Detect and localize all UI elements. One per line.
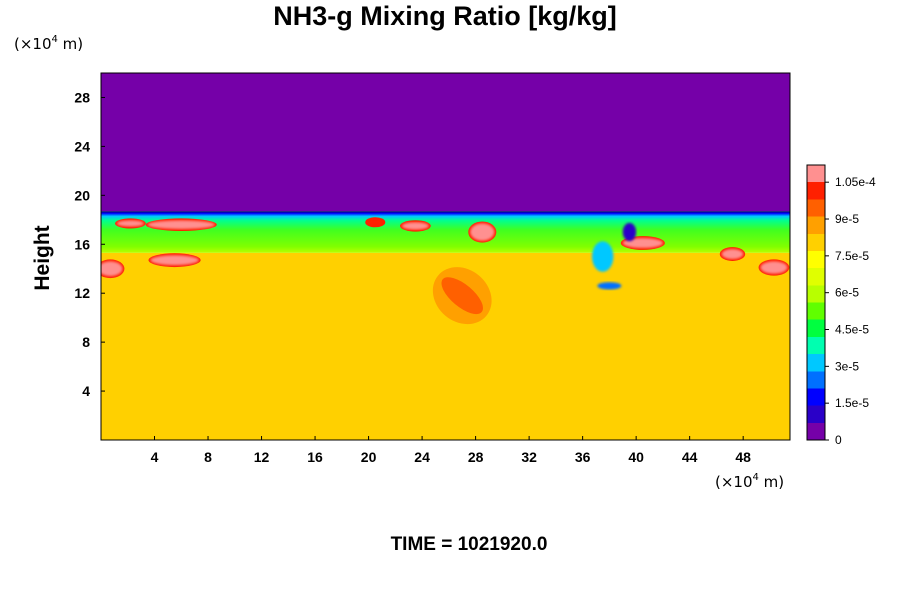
y-tick-label: 24 — [74, 138, 90, 154]
y-axis-ticks: 4 8 12 16 20 24 28 — [74, 89, 105, 399]
feature-high-blob-9 — [719, 247, 746, 261]
colorbar-tick-label: 1.5e-5 — [835, 396, 869, 410]
feature-high-blob-5 — [365, 217, 386, 228]
y-unit-label: (×104 m) — [14, 34, 83, 53]
x-tick-label: 44 — [682, 449, 698, 465]
colorbar-tick-label: 4.5e-5 — [835, 323, 869, 337]
colorbar-tick-label: 9e-5 — [835, 212, 859, 226]
x-tick-label: 4 — [151, 449, 159, 465]
y-tick-label: 28 — [74, 89, 90, 105]
feature-high-blob-2 — [115, 218, 146, 229]
y-tick-label: 16 — [74, 236, 90, 252]
y-axis-label: Height — [31, 225, 54, 290]
feature-low-filament-12 — [591, 241, 614, 272]
feature-low-filament-14 — [622, 222, 637, 242]
y-tick-label: 20 — [74, 187, 90, 203]
plot-area — [101, 73, 790, 440]
feature-low-filament-13 — [597, 282, 622, 290]
x-tick-label: 28 — [468, 449, 484, 465]
x-tick-label: 24 — [414, 449, 430, 465]
upper-region — [101, 73, 790, 212]
plot-frame — [100, 72, 791, 441]
colorbar-tick-label: 6e-5 — [835, 286, 859, 300]
x-tick-label: 40 — [628, 449, 644, 465]
colorbar-fill — [806, 164, 826, 441]
x-axis-ticks: 4 8 12 16 20 24 28 32 36 40 44 48 — [151, 436, 751, 465]
colorbar-tick-label: 0 — [835, 433, 842, 447]
x-tick-label: 8 — [204, 449, 212, 465]
y-tick-label: 12 — [74, 285, 90, 301]
feature-high-blob-7 — [468, 221, 497, 243]
time-label: TIME = 1021920.0 — [391, 534, 548, 555]
x-tick-label: 16 — [307, 449, 323, 465]
feature-plume-11 — [432, 267, 492, 325]
feature-high-blob-6 — [400, 220, 431, 232]
x-tick-label: 20 — [361, 449, 377, 465]
colorbar: 0 1.5e-5 3e-5 4.5e-5 6e-5 7.5e-5 9e-5 1.05e-4 — [806, 164, 876, 447]
y-tick-label: 4 — [82, 383, 90, 399]
y-tick-label: 8 — [82, 334, 90, 350]
feature-high-blob-10 — [758, 259, 790, 276]
x-unit-label: (×104 m) — [715, 472, 784, 491]
feature-high-blob-3 — [148, 253, 201, 268]
x-tick-label: 36 — [575, 449, 591, 465]
x-tick-label: 32 — [521, 449, 537, 465]
feature-high-blob-4 — [101, 259, 125, 279]
feature-high-blob-1 — [145, 218, 217, 231]
colorbar-tick-label: 1.05e-4 — [835, 175, 876, 189]
x-tick-label: 48 — [735, 449, 751, 465]
interface-layer — [101, 211, 790, 253]
chart-title: NH3-g Mixing Ratio [kg/kg] — [273, 1, 617, 31]
colorbar-tick-label: 7.5e-5 — [835, 249, 869, 263]
colorbar-tick-label: 3e-5 — [835, 359, 859, 373]
x-tick-label: 12 — [254, 449, 270, 465]
